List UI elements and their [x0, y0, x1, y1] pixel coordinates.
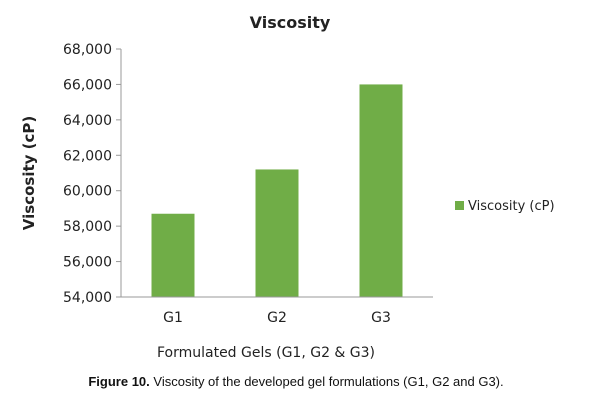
y-tick-label: 54,000	[63, 290, 112, 306]
y-axis-label: Viscosity (cP)	[20, 116, 38, 230]
x-axis-label: Formulated Gels (G1, G2 & G3)	[157, 345, 375, 361]
y-tick-label: 58,000	[63, 219, 112, 235]
figure-caption: Figure 10. Viscosity of the developed ge…	[0, 374, 592, 389]
y-tick-label: 60,000	[63, 184, 112, 200]
legend: Viscosity (cP)	[455, 199, 555, 214]
bars-group	[151, 84, 403, 297]
chart-title: Viscosity	[250, 13, 331, 32]
legend-label: Viscosity (cP)	[468, 199, 555, 214]
bar-g2	[255, 169, 299, 297]
x-axis-ticks: G1 G2 G3	[163, 310, 391, 326]
x-tick-label: G3	[371, 310, 391, 326]
y-tick-label: 68,000	[63, 42, 112, 58]
legend-swatch	[455, 201, 464, 210]
bar-g3	[359, 84, 403, 297]
x-tick-label: G1	[163, 310, 183, 326]
y-tick-label: 62,000	[63, 148, 112, 164]
x-tick-label: G2	[267, 310, 287, 326]
y-tick-label: 64,000	[63, 113, 112, 129]
caption-label: Figure 10.	[88, 374, 150, 389]
y-axis-ticks: 54,000 56,000 58,000 60,000 62,000 64,000 66,0…	[63, 42, 121, 306]
y-tick-label: 56,000	[63, 255, 112, 271]
viscosity-bar-chart: Viscosity Viscosity (cP) Formulated Gels…	[20, 13, 555, 361]
bar-g1	[151, 213, 195, 297]
caption-text: Viscosity of the developed gel formulati…	[149, 374, 504, 389]
y-tick-label: 66,000	[63, 77, 112, 93]
